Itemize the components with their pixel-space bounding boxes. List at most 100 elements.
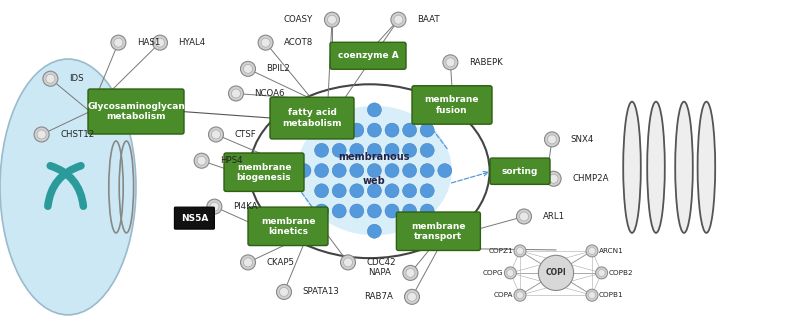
FancyBboxPatch shape (330, 42, 406, 69)
Text: membrane
kinetics: membrane kinetics (261, 216, 315, 236)
Circle shape (547, 135, 557, 144)
Circle shape (277, 284, 291, 299)
Circle shape (420, 123, 434, 137)
Circle shape (332, 143, 346, 157)
Text: HPS4: HPS4 (220, 156, 243, 165)
Circle shape (314, 184, 329, 198)
FancyBboxPatch shape (88, 89, 184, 134)
Circle shape (598, 269, 605, 277)
Circle shape (332, 184, 346, 198)
FancyBboxPatch shape (174, 207, 214, 229)
Circle shape (243, 64, 253, 73)
Circle shape (402, 164, 417, 177)
Circle shape (538, 255, 574, 291)
Circle shape (546, 171, 561, 186)
Text: COPG: COPG (482, 270, 503, 276)
Circle shape (229, 86, 243, 101)
Text: Glycosaminoglycan
metabolism: Glycosaminoglycan metabolism (87, 102, 185, 121)
Text: IDS: IDS (69, 74, 84, 83)
Text: NCOA6: NCOA6 (254, 89, 285, 98)
Text: SNX4: SNX4 (570, 135, 594, 144)
Circle shape (385, 164, 399, 177)
Circle shape (514, 245, 526, 257)
Circle shape (549, 174, 558, 183)
Text: CTSF: CTSF (234, 130, 256, 139)
Circle shape (589, 247, 595, 255)
Text: sorting: sorting (502, 167, 538, 176)
Text: ACOT8: ACOT8 (284, 38, 314, 47)
Text: membrane
transport: membrane transport (411, 221, 466, 241)
FancyBboxPatch shape (224, 153, 304, 192)
Text: coenzyme A: coenzyme A (338, 51, 398, 60)
Circle shape (420, 164, 434, 177)
Text: membrane
biogenesis: membrane biogenesis (237, 162, 291, 182)
Text: COPZ1: COPZ1 (488, 248, 513, 254)
Circle shape (314, 123, 329, 137)
Circle shape (332, 204, 346, 218)
Circle shape (385, 123, 399, 137)
Circle shape (37, 130, 46, 139)
Circle shape (241, 255, 255, 270)
Circle shape (314, 204, 329, 218)
Circle shape (231, 89, 241, 98)
Circle shape (402, 123, 417, 137)
Circle shape (114, 38, 123, 47)
Circle shape (350, 123, 364, 137)
Circle shape (394, 15, 403, 24)
Text: SPATA13: SPATA13 (302, 287, 339, 297)
Circle shape (367, 164, 382, 177)
Ellipse shape (0, 59, 136, 315)
Text: web: web (363, 175, 386, 186)
Circle shape (207, 199, 222, 214)
Circle shape (46, 74, 55, 83)
Text: COPI: COPI (546, 268, 566, 277)
Circle shape (343, 258, 353, 267)
FancyBboxPatch shape (270, 97, 354, 139)
Circle shape (420, 184, 434, 198)
Circle shape (517, 292, 523, 299)
Text: CHMP2A: CHMP2A (572, 174, 609, 183)
Circle shape (507, 269, 514, 277)
Circle shape (385, 143, 399, 157)
Circle shape (406, 268, 415, 277)
Circle shape (517, 209, 531, 224)
Circle shape (407, 292, 417, 301)
Circle shape (405, 289, 419, 304)
Text: ARL1: ARL1 (542, 212, 565, 221)
Circle shape (197, 156, 206, 165)
Circle shape (446, 58, 455, 67)
Circle shape (34, 127, 49, 142)
Text: membrane
fusion: membrane fusion (425, 95, 479, 115)
Circle shape (420, 204, 434, 218)
Circle shape (241, 61, 255, 76)
Circle shape (367, 204, 382, 218)
Circle shape (314, 143, 329, 157)
Text: CDC42: CDC42 (366, 258, 396, 267)
Text: ARCN1: ARCN1 (599, 248, 624, 254)
Circle shape (155, 38, 165, 47)
Circle shape (279, 287, 289, 297)
FancyBboxPatch shape (412, 86, 492, 124)
Text: HAS1: HAS1 (137, 38, 160, 47)
Text: PI4KA: PI4KA (233, 202, 258, 211)
Text: RAB7A: RAB7A (364, 292, 393, 301)
Circle shape (367, 143, 382, 157)
Circle shape (595, 267, 608, 279)
Circle shape (402, 184, 417, 198)
Ellipse shape (675, 102, 693, 233)
Circle shape (420, 143, 434, 157)
Text: RABEPK: RABEPK (469, 58, 502, 67)
Text: BPIL2: BPIL2 (266, 64, 290, 73)
Ellipse shape (647, 102, 665, 233)
Circle shape (385, 204, 399, 218)
Text: membranous: membranous (338, 152, 410, 162)
Text: COPB2: COPB2 (609, 270, 634, 276)
FancyBboxPatch shape (248, 207, 328, 246)
Circle shape (314, 164, 329, 177)
Circle shape (297, 164, 311, 177)
Text: NS5A: NS5A (181, 214, 208, 223)
Text: CHST12: CHST12 (60, 130, 94, 139)
Circle shape (350, 143, 364, 157)
Circle shape (403, 265, 418, 280)
Circle shape (332, 164, 346, 177)
